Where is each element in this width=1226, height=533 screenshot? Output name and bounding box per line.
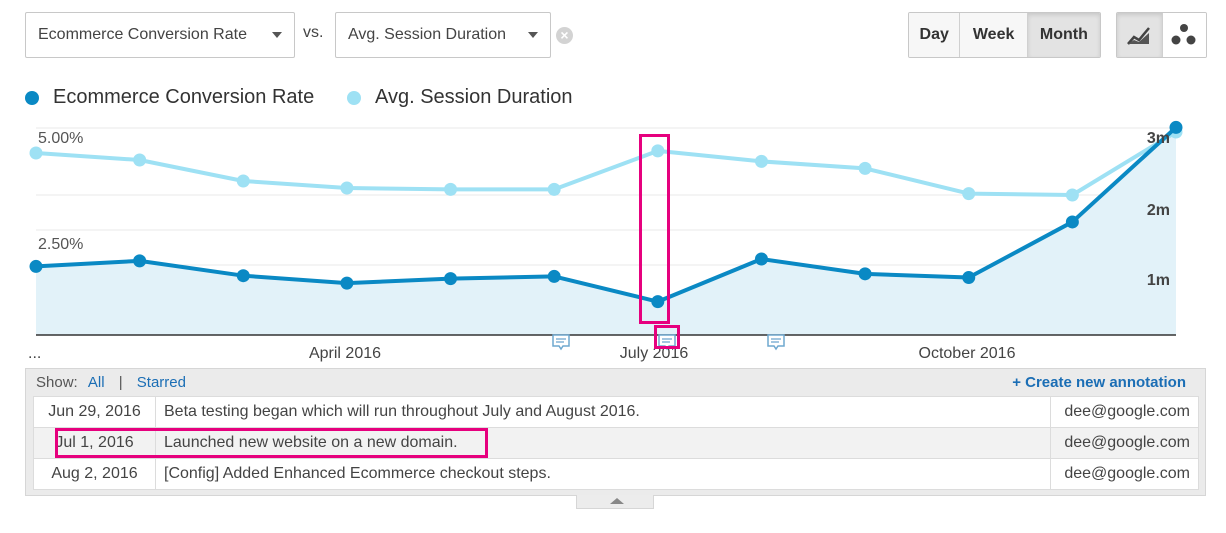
- data-point: [29, 146, 43, 160]
- data-point: [1065, 215, 1079, 229]
- annotation-marker-icon[interactable]: [767, 334, 785, 351]
- series-line: [35, 125, 1178, 304]
- annotation-text: [Config] Added Enhanced Ecommerce checko…: [155, 458, 1051, 490]
- collapse-annotations-button[interactable]: [576, 495, 654, 509]
- data-point: [547, 182, 561, 196]
- remove-comparison-icon[interactable]: ×: [556, 27, 573, 44]
- granularity-toggle: Day Week Month: [908, 12, 1101, 58]
- data-point: [444, 272, 458, 286]
- data-point: [754, 252, 768, 266]
- data-point: [133, 254, 147, 268]
- annotation-user: dee@google.com: [1050, 396, 1199, 428]
- chevron-up-icon: [610, 498, 624, 504]
- data-point: [444, 182, 458, 196]
- data-point: [236, 174, 250, 188]
- line-chart: 5.00% 2.50% 3m 2m 1m... April 2016 July 2016 Oc…: [28, 120, 1183, 362]
- create-annotation-link[interactable]: + Create new annotation: [1012, 374, 1186, 391]
- data-point: [1169, 120, 1183, 134]
- data-point: [858, 267, 872, 281]
- legend-item-primary[interactable]: Ecommerce Conversion Rate: [25, 86, 314, 109]
- annotation-row[interactable]: Jun 29, 2016 Beta testing began which wi…: [33, 396, 1199, 428]
- y-axis-left-tick: 5.00%: [38, 130, 83, 147]
- annotation-row[interactable]: Aug 2, 2016 [Config] Added Enhanced Ecom…: [33, 458, 1199, 490]
- y-axis-left-tick: 2.50%: [38, 236, 83, 253]
- x-axis-tick-label: April 2016: [309, 345, 381, 362]
- legend-item-secondary[interactable]: Avg. Session Duration: [347, 86, 573, 109]
- annotation-date: Aug 2, 2016: [33, 458, 156, 490]
- annotation-text: Beta testing began which will run throug…: [155, 396, 1051, 428]
- y-axis-right-tick: 2m: [1147, 202, 1170, 219]
- vs-label: vs.: [303, 24, 324, 41]
- legend-dot-primary: [25, 90, 39, 105]
- legend-dot-secondary: [347, 90, 361, 105]
- filter-all-link[interactable]: All: [87, 374, 105, 391]
- series-line: [35, 130, 1178, 197]
- data-point: [29, 259, 43, 273]
- series-area: [36, 127, 1176, 336]
- chevron-down-icon: [528, 32, 538, 38]
- y-axis-right-tick: 1m: [1147, 272, 1170, 289]
- day-button[interactable]: Day: [909, 13, 961, 57]
- annotations-panel: Show: All | Starred + Create new annotat…: [25, 368, 1206, 496]
- legend-label-secondary: Avg. Session Duration: [375, 86, 573, 108]
- data-point: [236, 269, 250, 283]
- highlight-box: [55, 428, 488, 458]
- annotation-user: dee@google.com: [1050, 458, 1199, 490]
- annotations-filter: Show: All | Starred: [36, 374, 186, 391]
- data-point: [858, 161, 872, 175]
- highlight-box: [639, 134, 670, 324]
- primary-metric-label: Ecommerce Conversion Rate: [38, 26, 247, 43]
- filter-starred-link[interactable]: Starred: [136, 374, 186, 391]
- annotation-date: Jun 29, 2016: [33, 396, 156, 428]
- week-button[interactable]: Week: [960, 13, 1028, 57]
- data-point: [1065, 188, 1079, 202]
- x-axis-tick-label: July 2016: [620, 345, 689, 362]
- highlight-box: [654, 325, 680, 349]
- chevron-down-icon: [272, 32, 282, 38]
- data-point: [962, 187, 976, 201]
- annotation-marker-icon[interactable]: [552, 334, 570, 351]
- secondary-metric-label: Avg. Session Duration: [348, 26, 507, 43]
- filter-separator: |: [118, 374, 123, 391]
- data-point: [133, 153, 147, 167]
- data-point: [962, 271, 976, 285]
- chart-type-toggle: [1116, 12, 1207, 58]
- data-point: [651, 295, 665, 309]
- annotation-user: dee@google.com: [1050, 427, 1199, 459]
- motion-chart-icon[interactable]: [1162, 13, 1206, 57]
- legend-label-primary: Ecommerce Conversion Rate: [53, 86, 315, 108]
- annotation-date: Jul 1, 2016: [33, 427, 156, 459]
- data-point: [547, 269, 561, 283]
- line-chart-icon[interactable]: [1117, 13, 1163, 57]
- data-point: [340, 181, 354, 195]
- annotation-row[interactable]: Jul 1, 2016 Launched new website on a ne…: [33, 427, 1199, 459]
- month-button[interactable]: Month: [1027, 13, 1100, 57]
- primary-metric-select[interactable]: Ecommerce Conversion Rate: [25, 12, 295, 58]
- y-axis-right-tick: 3m: [1147, 130, 1170, 147]
- x-axis-tick-label: October 2016: [919, 345, 1016, 362]
- data-point: [340, 276, 354, 290]
- annotations-table: Jun 29, 2016 Beta testing began which wi…: [33, 396, 1199, 490]
- annotation-text: Launched new website on a new domain.: [155, 427, 1051, 459]
- x-axis-tick-label: ...: [28, 345, 41, 362]
- data-point: [651, 144, 665, 158]
- show-label: Show:: [36, 374, 78, 391]
- secondary-metric-select[interactable]: Avg. Session Duration: [335, 12, 551, 58]
- data-point: [754, 154, 768, 168]
